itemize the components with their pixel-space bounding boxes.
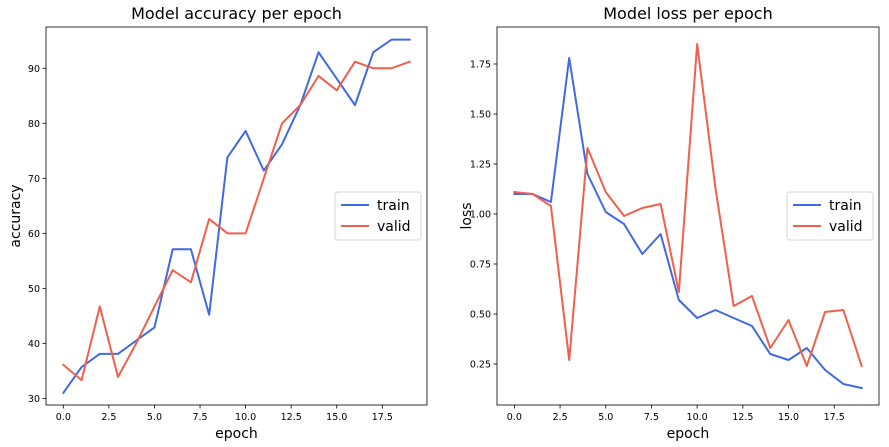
axes-frame bbox=[496, 26, 880, 406]
x-tick-label: 2.5 bbox=[553, 412, 568, 423]
series-line-valid bbox=[61, 60, 411, 382]
x-tick-label: 15.0 bbox=[778, 412, 799, 423]
legend: train valid bbox=[786, 191, 874, 241]
chart-panel-accuracy: 0.0 2.5 5.0 7.5 10.0 12.5 15.0 17.5 30 40 50 60 70 80… bbox=[8, 4, 428, 442]
y-tick-label: 40 bbox=[28, 339, 40, 350]
x-tick-label: 7.5 bbox=[644, 412, 659, 423]
x-tick-label: 17.5 bbox=[372, 412, 393, 423]
x-tick-label: 2.5 bbox=[101, 412, 116, 423]
series-line-train bbox=[513, 57, 863, 390]
series-line-train bbox=[61, 38, 411, 395]
y-tick-label: 1.00 bbox=[470, 210, 491, 221]
y-tick-label: 0.50 bbox=[470, 310, 491, 321]
x-axis-label: epoch bbox=[667, 426, 710, 442]
x-tick-label: 10.0 bbox=[235, 412, 256, 423]
x-tick-label: 5.0 bbox=[147, 412, 162, 423]
x-tick-label: 12.5 bbox=[281, 412, 302, 423]
y-tick-label: 0.25 bbox=[470, 360, 491, 371]
x-tick-label: 10.0 bbox=[687, 412, 708, 423]
y-axis-label: accuracy bbox=[8, 184, 24, 247]
x-tick-label: 15.0 bbox=[326, 412, 347, 423]
series-line-valid bbox=[513, 43, 863, 368]
y-tick-label: 80 bbox=[28, 119, 40, 130]
y-tick-label: 1.75 bbox=[470, 60, 491, 71]
chart-title: Model loss per epoch bbox=[603, 4, 773, 23]
x-tick-label: 0.0 bbox=[507, 412, 522, 423]
y-tick-label: 1.50 bbox=[470, 110, 491, 121]
y-tick-label: 60 bbox=[28, 229, 40, 240]
legend: train valid bbox=[334, 191, 422, 241]
legend-label-train: train bbox=[829, 198, 862, 214]
legend-label-train: train bbox=[377, 198, 410, 214]
y-tick-label: 50 bbox=[28, 284, 40, 295]
y-tick-label: 1.25 bbox=[470, 160, 491, 171]
legend-label-valid: valid bbox=[377, 219, 411, 235]
y-axis-label: loss bbox=[459, 202, 475, 229]
legend-label-valid: valid bbox=[829, 219, 863, 235]
y-tick-label: 90 bbox=[28, 64, 40, 75]
y-tick-label: 70 bbox=[28, 174, 40, 185]
chart-title: Model accuracy per epoch bbox=[131, 4, 342, 23]
x-axis-label: epoch bbox=[215, 426, 258, 442]
chart-panel-loss: 0.0 2.5 5.0 7.5 10.0 12.5 15.0 17.5 0.25 0.50 0.75… bbox=[459, 4, 880, 442]
x-tick-label: 17.5 bbox=[824, 412, 845, 423]
x-tick-label: 0.0 bbox=[56, 412, 71, 423]
y-tick-label: 30 bbox=[28, 394, 40, 405]
y-tick-label: 0.75 bbox=[470, 260, 491, 271]
x-tick-label: 5.0 bbox=[598, 412, 613, 423]
x-tick-label: 7.5 bbox=[192, 412, 207, 423]
axes-frame bbox=[45, 26, 428, 406]
x-tick-label: 12.5 bbox=[732, 412, 753, 423]
